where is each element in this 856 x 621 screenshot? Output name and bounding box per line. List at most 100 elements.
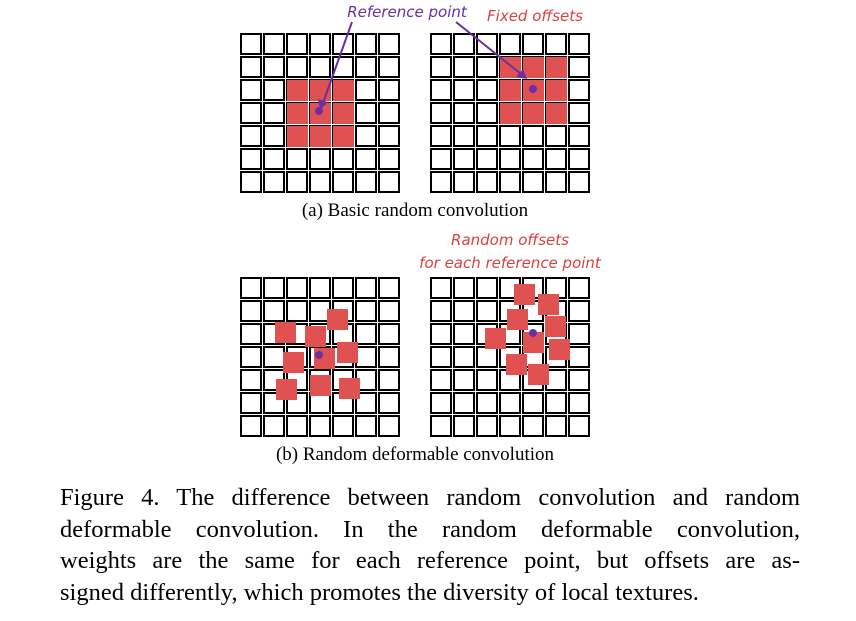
- grid-cell: [522, 392, 544, 414]
- grid-cell: [240, 171, 262, 193]
- grid-cell: [240, 300, 262, 322]
- grid-cell: [568, 148, 590, 170]
- grid-cell: [332, 277, 354, 299]
- grid-cell: [568, 346, 590, 368]
- grid-cell: [332, 415, 354, 437]
- kernel-cell-a-left: [287, 126, 308, 147]
- grid-cell: [453, 392, 475, 414]
- kernel-cell-b-left: [305, 326, 326, 347]
- grid-cell: [499, 392, 521, 414]
- grid-cell: [332, 148, 354, 170]
- grid-cell: [453, 277, 475, 299]
- caption-line: weights are the same for each reference …: [60, 547, 800, 574]
- grid-cell: [309, 148, 331, 170]
- grid-cell: [263, 300, 285, 322]
- kernel-cell-b-right: [485, 328, 506, 349]
- grid-cell: [453, 125, 475, 147]
- grid-cell: [378, 148, 400, 170]
- grid-cell: [332, 171, 354, 193]
- grid-cell: [263, 79, 285, 101]
- grid-cell: [430, 171, 452, 193]
- kernel-cell-b-left: [276, 379, 297, 400]
- grid-cell: [286, 56, 308, 78]
- random-offsets-label-line2: for each reference point: [419, 254, 602, 272]
- grid-cell: [263, 415, 285, 437]
- caption-line: signed differently, which promotes the d…: [60, 578, 699, 606]
- kernel-cell-b-right: [506, 354, 527, 375]
- grid-cell: [378, 369, 400, 391]
- grid-cell: [499, 33, 521, 55]
- grid-cell: [453, 300, 475, 322]
- grid-cell: [355, 33, 377, 55]
- grid-cell: [378, 323, 400, 345]
- grid-cell: [568, 323, 590, 345]
- grid-cell: [240, 369, 262, 391]
- grid-cell: [263, 33, 285, 55]
- kernel-cell-a-right: [546, 80, 567, 101]
- grid-cell: [430, 79, 452, 101]
- kernel-cell-a-right: [546, 103, 567, 124]
- grid-cell: [568, 369, 590, 391]
- grid-cell: [263, 346, 285, 368]
- subcaption-a: (a) Basic random convolution: [302, 200, 529, 221]
- grid-cell: [355, 148, 377, 170]
- grid-cell: [430, 369, 452, 391]
- kernel-cell-b-right: [523, 332, 544, 353]
- grid-cell: [568, 171, 590, 193]
- grid-cell: [453, 369, 475, 391]
- grid-cell: [378, 415, 400, 437]
- grid-cell: [430, 148, 452, 170]
- grid-cell: [240, 415, 262, 437]
- grid-cell: [430, 392, 452, 414]
- grid-cell: [476, 79, 498, 101]
- grid-cell: [476, 369, 498, 391]
- grid-cell: [286, 33, 308, 55]
- grid-cell: [476, 102, 498, 124]
- grid-cell: [476, 148, 498, 170]
- grid-cell: [286, 277, 308, 299]
- grid-cell: [332, 56, 354, 78]
- grid-cell: [263, 171, 285, 193]
- reference-arrow: [318, 21, 353, 110]
- kernel-cell-b-left: [337, 342, 358, 363]
- grid-cell: [263, 56, 285, 78]
- grid-a-right: [430, 33, 590, 193]
- reference-dot-b-left: [315, 351, 323, 359]
- kernel-cell-b-left: [275, 322, 296, 343]
- grid-cell: [430, 125, 452, 147]
- grid-cell: [453, 102, 475, 124]
- grid-cell: [263, 102, 285, 124]
- grid-cell: [545, 415, 567, 437]
- grid-cell: [499, 171, 521, 193]
- grid-cell: [355, 79, 377, 101]
- grid-cell: [263, 392, 285, 414]
- grid-cell: [476, 415, 498, 437]
- grid-cell: [286, 300, 308, 322]
- grid-cell: [522, 148, 544, 170]
- grid-cell: [263, 148, 285, 170]
- grid-cell: [545, 33, 567, 55]
- grid-cell: [309, 56, 331, 78]
- grid-cell: [286, 148, 308, 170]
- kernel-cell-b-right: [538, 294, 559, 315]
- grid-cell: [499, 148, 521, 170]
- grid-cell: [309, 33, 331, 55]
- grid-cell: [240, 277, 262, 299]
- kernel-cell-b-right: [528, 364, 549, 385]
- grid-cell: [240, 346, 262, 368]
- grid-cell: [240, 102, 262, 124]
- kernel-cell-a-right: [523, 57, 544, 78]
- fixed-offsets-label: Fixed offsets: [487, 7, 583, 25]
- grid-cell: [568, 33, 590, 55]
- grid-cell: [430, 323, 452, 345]
- grid-cell: [568, 102, 590, 124]
- grid-cell: [240, 56, 262, 78]
- grid-cell: [240, 79, 262, 101]
- grid-cell: [309, 171, 331, 193]
- grid-cell: [476, 56, 498, 78]
- kernel-cell-b-left: [310, 375, 331, 396]
- grid-cell: [263, 125, 285, 147]
- grid-cell: [430, 56, 452, 78]
- grid-cell: [568, 56, 590, 78]
- grid-cell: [378, 56, 400, 78]
